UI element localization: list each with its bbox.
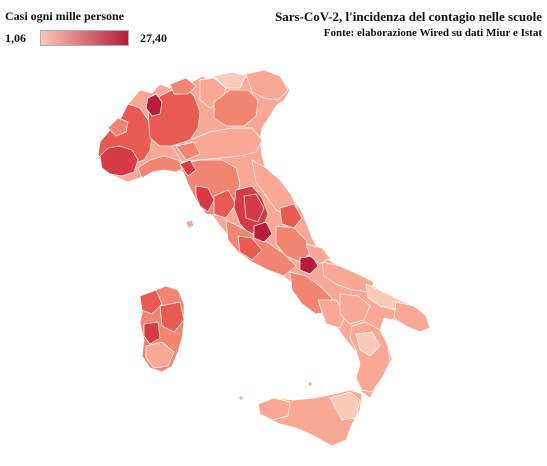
area-nuoro bbox=[159, 301, 185, 333]
area-sassari bbox=[139, 289, 163, 315]
area-rieti bbox=[253, 221, 273, 243]
area-alto-adige bbox=[213, 71, 247, 89]
area-parma bbox=[175, 141, 201, 161]
area-perugia bbox=[243, 193, 265, 223]
area-livorno bbox=[195, 185, 215, 213]
area-salerno bbox=[317, 299, 347, 329]
island-lipari bbox=[307, 381, 313, 387]
island-elba bbox=[185, 219, 195, 229]
area-ascoli bbox=[279, 203, 303, 229]
area-liguria bbox=[137, 155, 185, 179]
area-puglia-south bbox=[393, 301, 431, 333]
area-cagliari bbox=[145, 341, 175, 369]
island-egadi bbox=[238, 395, 244, 401]
area-oristano bbox=[143, 321, 161, 345]
legend-min-label: 1,06 bbox=[5, 31, 26, 45]
area-cosenza bbox=[355, 331, 381, 357]
area-friuli bbox=[245, 69, 289, 101]
area-varese bbox=[145, 93, 163, 117]
map-title: Sars-CoV-2, l'incidenza del contagio nel… bbox=[275, 9, 542, 24]
area-roma bbox=[237, 235, 263, 261]
legend-gradient-bar bbox=[40, 30, 129, 46]
map-source: Fonte: elaborazione Wired su dati Miur e… bbox=[323, 27, 542, 39]
area-sicily-east bbox=[329, 391, 361, 421]
area-siena bbox=[213, 189, 237, 219]
area-sicily-west bbox=[257, 397, 291, 421]
area-basilicata bbox=[339, 293, 371, 325]
area-sondrio bbox=[169, 77, 197, 95]
area-cuneo bbox=[99, 145, 139, 177]
area-massa bbox=[179, 159, 197, 177]
legend-max-label: 27,40 bbox=[140, 31, 167, 45]
area-molise bbox=[305, 243, 331, 265]
legend-title: Casi ogni mille persone bbox=[5, 9, 124, 23]
area-aosta bbox=[107, 117, 129, 137]
area-veneto bbox=[213, 89, 259, 127]
